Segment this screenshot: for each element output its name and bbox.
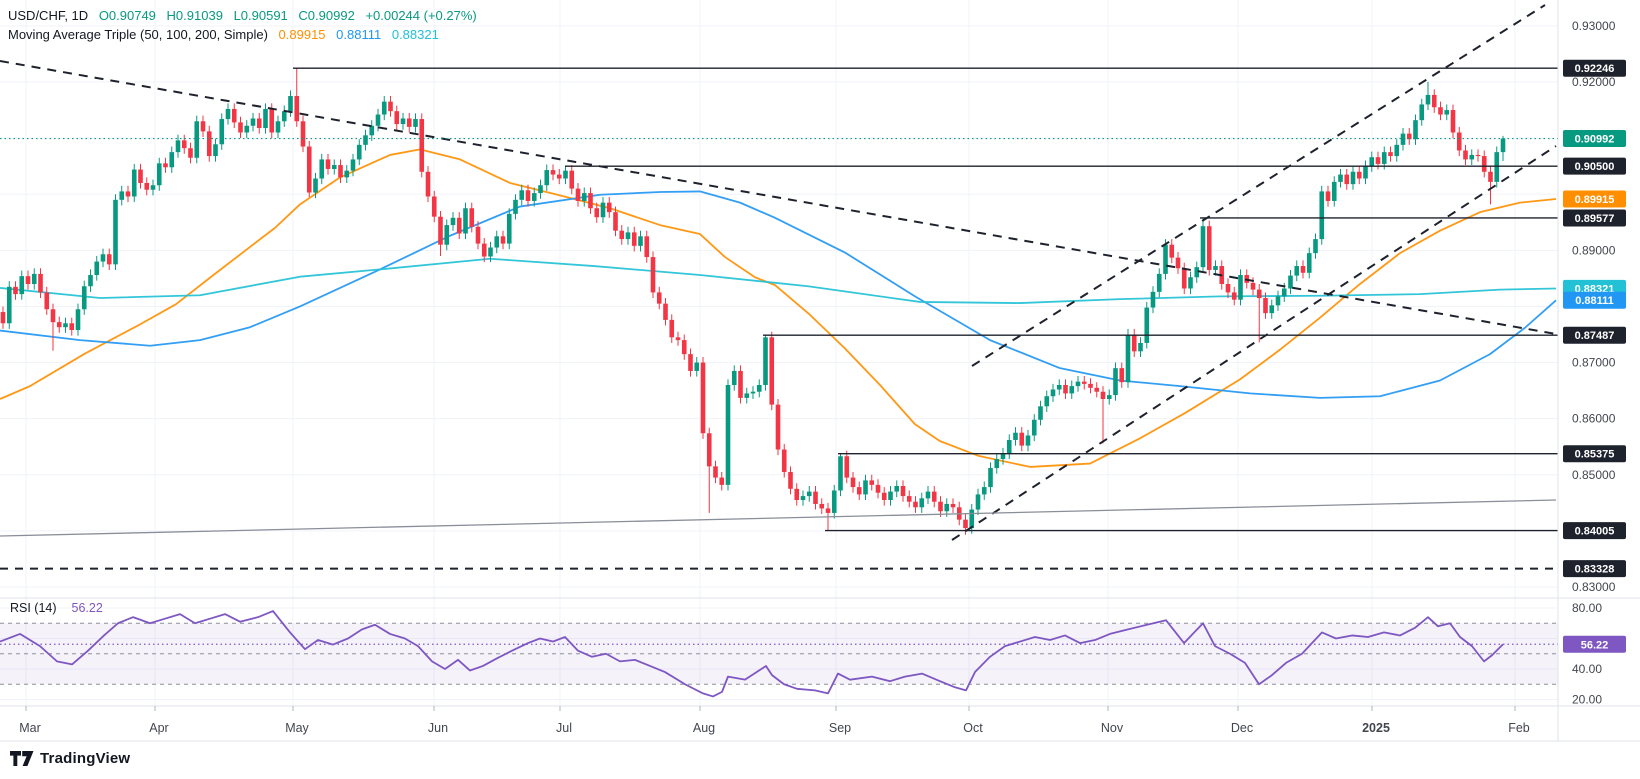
ohlc-low: L0.90591 xyxy=(233,8,288,23)
price-badge-0.92246 xyxy=(1563,59,1626,77)
svg-text:0.83000: 0.83000 xyxy=(1572,580,1616,594)
price-axis[interactable]: 0.93000 0.92000 0.89000 0.87000 0.86000 0.850… xyxy=(1563,19,1626,707)
rsi-value-badge xyxy=(1563,635,1626,653)
ascending-channel-lower xyxy=(951,145,1557,541)
symbol-title[interactable]: USD/CHF, 1D xyxy=(8,8,89,23)
rsi-indicator-legend[interactable]: RSI (14) 56.22 xyxy=(10,601,103,615)
svg-text:Oct: Oct xyxy=(963,721,983,735)
svg-text:Mar: Mar xyxy=(19,721,41,735)
chart-legend[interactable]: USD/CHF, 1D O0.90749 H0.91039 L0.90591 C… xyxy=(8,6,477,44)
ma100-value: 0.88111 xyxy=(336,27,382,42)
svg-text:0.90500: 0.90500 xyxy=(1575,161,1615,173)
trendline-drawings[interactable] xyxy=(0,4,1558,570)
svg-text:May: May xyxy=(285,721,309,735)
svg-text:80.00: 80.00 xyxy=(1572,601,1602,615)
ohlc-open: O0.90749 xyxy=(98,8,156,23)
svg-text:2025: 2025 xyxy=(1362,721,1390,735)
rsi-line xyxy=(0,610,1504,698)
ascending-channel-upper xyxy=(971,4,1546,367)
svg-text:Aug: Aug xyxy=(693,721,715,735)
svg-text:0.93000: 0.93000 xyxy=(1572,19,1616,33)
svg-text:0.88111: 0.88111 xyxy=(1575,295,1614,307)
svg-text:Dec: Dec xyxy=(1231,721,1253,735)
price-badge-0.88111 xyxy=(1563,291,1626,309)
svg-text:Feb: Feb xyxy=(1508,721,1530,735)
rsi-indicator-title[interactable]: RSI (14) xyxy=(10,601,57,615)
price-badge-0.90992 xyxy=(1563,130,1626,148)
svg-text:0.86000: 0.86000 xyxy=(1572,412,1616,426)
price-badge-0.89577 xyxy=(1563,209,1626,227)
svg-text:0.89577: 0.89577 xyxy=(1575,213,1615,225)
long-term-gray-support xyxy=(0,499,1557,537)
moving-averages xyxy=(0,148,1557,468)
ma200-line xyxy=(0,257,1557,304)
price-badge-0.89915 xyxy=(1563,190,1626,208)
svg-text:0.90992: 0.90992 xyxy=(1575,134,1615,146)
svg-text:0.85000: 0.85000 xyxy=(1572,468,1616,482)
rsi-pane xyxy=(0,610,1558,698)
rsi-current-value: 56.22 xyxy=(71,601,103,615)
time-axis[interactable]: Mar Apr May Jun Jul Aug Sep Oct Nov Dec 2025 Feb xyxy=(19,706,1530,735)
ohlc-high: H0.91039 xyxy=(166,8,223,23)
svg-text:0.87487: 0.87487 xyxy=(1575,330,1615,342)
svg-text:20.00: 20.00 xyxy=(1572,693,1602,707)
svg-text:Sep: Sep xyxy=(829,721,851,735)
gridlines xyxy=(0,0,1558,706)
descending-resistance xyxy=(0,60,1557,335)
svg-text:Jul: Jul xyxy=(556,721,572,735)
symbol-ohlc-row[interactable]: USD/CHF, 1D O0.90749 H0.91039 L0.90591 C… xyxy=(8,6,477,25)
svg-text:0.89000: 0.89000 xyxy=(1572,243,1616,257)
svg-text:0.92000: 0.92000 xyxy=(1572,75,1616,89)
svg-text:Nov: Nov xyxy=(1101,721,1124,735)
ma50-value: 0.89915 xyxy=(278,27,326,42)
price-badge-0.85375 xyxy=(1563,445,1626,463)
price-badge-0.90500 xyxy=(1563,157,1626,175)
ma100-line xyxy=(0,190,1557,399)
pane-borders xyxy=(0,0,1640,742)
svg-text:0.92246: 0.92246 xyxy=(1575,63,1615,75)
svg-text:0.89915: 0.89915 xyxy=(1575,194,1615,206)
price-badge-0.83328 xyxy=(1563,560,1626,578)
tradingview-logo-icon xyxy=(10,751,34,766)
svg-text:0.85375: 0.85375 xyxy=(1575,449,1615,461)
ma-indicator-row[interactable]: Moving Average Triple (50, 100, 200, Sim… xyxy=(8,25,477,44)
change-value: +0.00244 (+0.27%) xyxy=(365,8,477,23)
tradingview-branding[interactable]: TradingView xyxy=(10,750,130,767)
ma200-value: 0.88321 xyxy=(391,27,439,42)
price-badge-0.87487 xyxy=(1563,326,1626,344)
svg-text:56.22: 56.22 xyxy=(1581,639,1609,651)
ohlc-close: C0.90992 xyxy=(298,8,355,23)
candles xyxy=(0,68,1506,535)
ma-indicator-title[interactable]: Moving Average Triple (50, 100, 200, Sim… xyxy=(8,27,268,42)
tradingview-logo-text: TradingView xyxy=(40,750,131,767)
svg-text:0.84005: 0.84005 xyxy=(1575,526,1615,538)
svg-text:0.87000: 0.87000 xyxy=(1572,356,1616,370)
price-badge-0.84005 xyxy=(1563,522,1626,540)
svg-text:40.00: 40.00 xyxy=(1572,662,1602,676)
svg-text:Jun: Jun xyxy=(428,721,448,735)
svg-text:0.83328: 0.83328 xyxy=(1575,564,1615,576)
svg-text:Apr: Apr xyxy=(149,721,168,735)
